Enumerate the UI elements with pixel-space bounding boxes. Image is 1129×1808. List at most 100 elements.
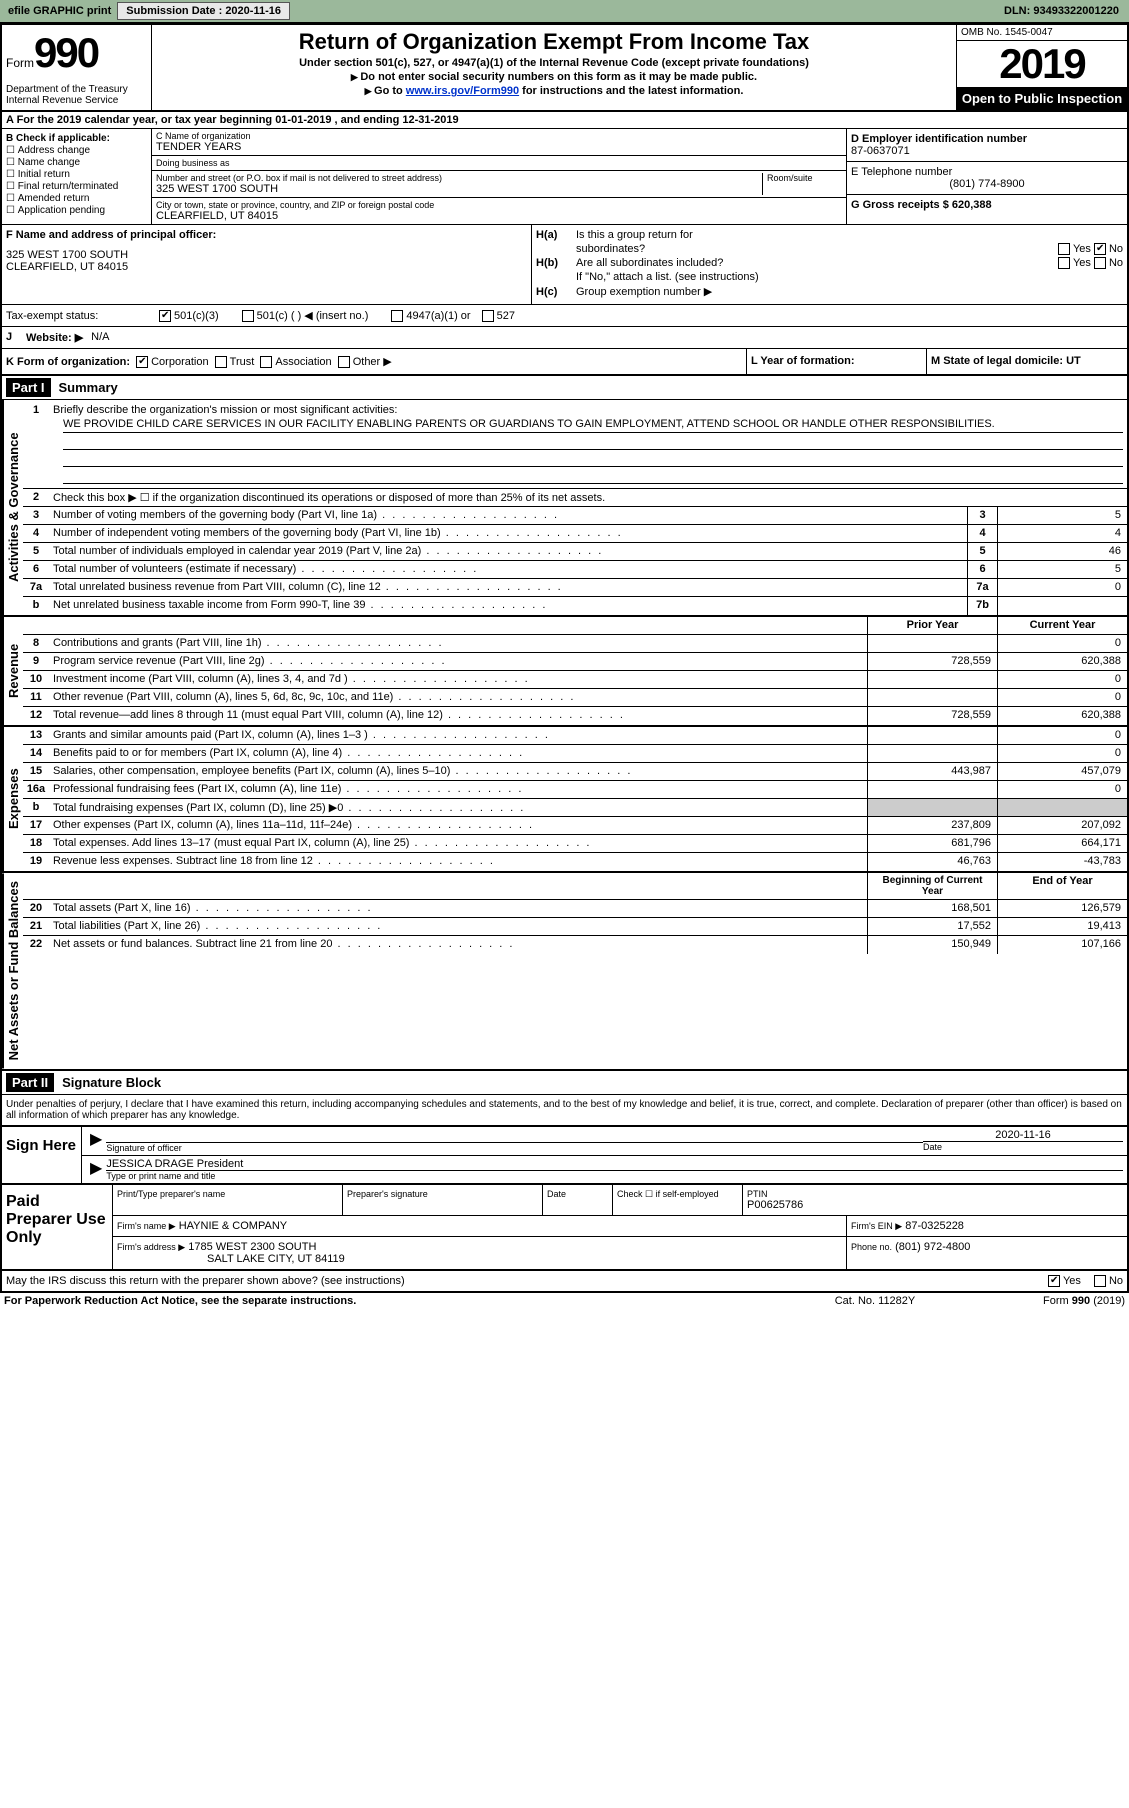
prep-date-cell: Date (543, 1185, 613, 1215)
org-name: TENDER YEARS (156, 141, 842, 153)
mission-text: WE PROVIDE CHILD CARE SERVICES IN OUR FA… (63, 416, 1123, 433)
line-prior: 443,987 (867, 763, 997, 780)
l-year-formation: L Year of formation: (747, 349, 927, 374)
line-current (997, 799, 1127, 816)
line-num: 7a (23, 579, 49, 596)
line-current: 0 (997, 635, 1127, 652)
website-row: J Website: ▶ N/A (2, 327, 1127, 349)
line-row: 15 Salaries, other compensation, employe… (23, 763, 1127, 781)
discuss-no[interactable]: No (1091, 1275, 1123, 1287)
sig-officer-line[interactable] (106, 1129, 923, 1143)
irs-link[interactable]: www.irs.gov/Form990 (406, 85, 519, 97)
chk-trust[interactable] (215, 356, 227, 368)
opt-corp: Corporation (151, 356, 208, 368)
chk-4947[interactable] (391, 310, 403, 322)
end-year-hdr: End of Year (997, 873, 1127, 899)
declaration: Under penalties of perjury, I declare th… (2, 1095, 1127, 1125)
chk-initial-return[interactable]: Initial return (6, 169, 147, 180)
chk-527[interactable] (482, 310, 494, 322)
line-row: 7a Total unrelated business revenue from… (23, 579, 1127, 597)
line-label: Other expenses (Part IX, column (A), lin… (49, 817, 867, 834)
officer-addr2: CLEARFIELD, UT 84015 (6, 261, 527, 273)
submission-date-button[interactable]: Submission Date : 2020-11-16 (117, 2, 290, 20)
line-row: 14 Benefits paid to or for members (Part… (23, 745, 1127, 763)
line-label: Number of voting members of the governin… (49, 507, 967, 524)
chk-final-return[interactable]: Final return/terminated (6, 181, 147, 192)
chk-other[interactable] (338, 356, 350, 368)
prep-name-label: Print/Type preparer's name (117, 1189, 338, 1199)
discuss-yes[interactable]: Yes (1045, 1275, 1081, 1287)
chk-address-change[interactable]: Address change (6, 145, 147, 156)
line-prior: 17,552 (867, 918, 997, 935)
officer-label: F Name and address of principal officer: (6, 229, 527, 241)
ha-yes[interactable]: Yes (1055, 243, 1091, 255)
opt-501c: 501(c) ( ) ◀ (insert no.) (257, 309, 369, 322)
chk-assoc[interactable] (260, 356, 272, 368)
ein-label: D Employer identification number (851, 133, 1123, 145)
line-label: Total number of volunteers (estimate if … (49, 561, 967, 578)
sig-date-label: Date (923, 1142, 1123, 1152)
line-label: Contributions and grants (Part VIII, lin… (49, 635, 867, 652)
prep-addr2: SALT LAKE CITY, UT 84119 (117, 1253, 842, 1265)
line-row: 22 Net assets or fund balances. Subtract… (23, 936, 1127, 954)
prep-ein-label: Firm's EIN ▶ (851, 1221, 902, 1231)
line-num: 19 (23, 853, 49, 871)
prep-check-label[interactable]: Check ☐ if self-employed (617, 1189, 738, 1200)
line-box: 7a (967, 579, 997, 596)
instruction-2: Go to www.irs.gov/Form990 for instructio… (156, 85, 952, 97)
chk-amended[interactable]: Amended return (6, 193, 147, 204)
twocol-header: Prior Year Current Year (23, 617, 1127, 635)
l-label: L Year of formation: (751, 355, 855, 367)
hb-no[interactable]: No (1091, 257, 1123, 269)
line-label: Grants and similar amounts paid (Part IX… (49, 727, 867, 744)
line-box: 6 (967, 561, 997, 578)
department-label: Department of the Treasury Internal Reve… (6, 84, 147, 106)
activities-content: 1 Briefly describe the organization's mi… (23, 400, 1127, 615)
vert-revenue: Revenue (2, 617, 23, 725)
line-row: 21 Total liabilities (Part X, line 26) 1… (23, 918, 1127, 936)
header-middle: Return of Organization Exempt From Incom… (152, 25, 957, 110)
line-row: 9 Program service revenue (Part VIII, li… (23, 653, 1127, 671)
officer-row: F Name and address of principal officer:… (2, 225, 1127, 305)
prior-year-hdr: Prior Year (867, 617, 997, 634)
form-header: Form 990 Department of the Treasury Inte… (2, 25, 1127, 112)
chk-501c[interactable] (242, 310, 254, 322)
line-prior (867, 635, 997, 652)
m-label: M State of legal domicile: UT (931, 355, 1081, 367)
line-current: 0 (997, 671, 1127, 688)
chk-corp[interactable] (136, 356, 148, 368)
line-num: 21 (23, 918, 49, 935)
chk-pending[interactable]: Application pending (6, 205, 147, 216)
line-prior: 150,949 (867, 936, 997, 954)
line-box: 4 (967, 525, 997, 542)
line-val: 5 (997, 561, 1127, 578)
net-lines: 20 Total assets (Part X, line 16) 168,50… (23, 900, 1127, 954)
website-label: Website: ▶ (22, 327, 87, 348)
hb-yes[interactable]: Yes (1055, 257, 1091, 269)
line-label: Other revenue (Part VIII, column (A), li… (49, 689, 867, 706)
instr2-post: for instructions and the latest informat… (519, 85, 743, 97)
dln-label: DLN: 93493322001220 (1004, 5, 1127, 17)
mission-blank1 (63, 433, 1123, 450)
form-title: Return of Organization Exempt From Incom… (156, 29, 952, 55)
sig-officer-label: Signature of officer (106, 1143, 923, 1153)
line-current: 457,079 (997, 763, 1127, 780)
vert-expenses: Expenses (2, 727, 23, 871)
chk-name-change[interactable]: Name change (6, 157, 147, 168)
line-num: b (23, 597, 49, 615)
line-row: 17 Other expenses (Part IX, column (A), … (23, 817, 1127, 835)
line-num: 22 (23, 936, 49, 954)
line-current: 0 (997, 727, 1127, 744)
form-container: Form 990 Department of the Treasury Inte… (0, 23, 1129, 1293)
line-prior (867, 745, 997, 762)
city-label: City or town, state or province, country… (156, 200, 842, 210)
line-prior: 46,763 (867, 853, 997, 871)
line-num: 18 (23, 835, 49, 852)
line-num: 5 (23, 543, 49, 560)
chk-501c3[interactable] (159, 310, 171, 322)
line-num: 3 (23, 507, 49, 524)
line-row: 13 Grants and similar amounts paid (Part… (23, 727, 1127, 745)
line-current: 620,388 (997, 707, 1127, 725)
ha-no[interactable]: No (1091, 243, 1123, 255)
line-label: Total expenses. Add lines 13–17 (must eq… (49, 835, 867, 852)
